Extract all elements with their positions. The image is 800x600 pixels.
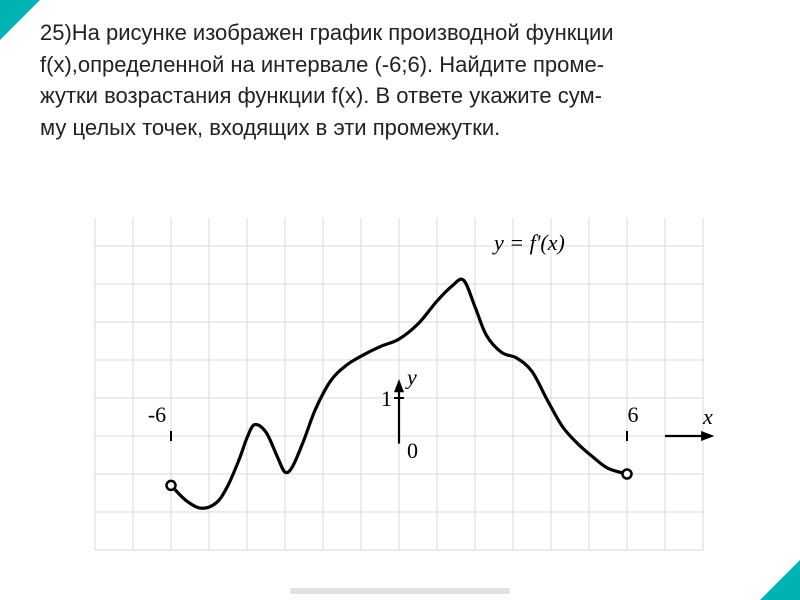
corner-bottom-right (760, 560, 800, 600)
problem-line-4: му целых точек, входящих в эти промежутк… (40, 113, 760, 143)
problem-line-3: жутки возрастания функции f(x). В ответе… (40, 81, 760, 111)
derivative-chart: y x 0 1 -6 6 y = f'(x) (65, 218, 735, 578)
svg-text:1: 1 (381, 386, 392, 411)
slide-footer-bar (290, 588, 510, 594)
problem-line-1: 25)На рисунке изображен график производн… (40, 18, 760, 48)
svg-text:y: y (405, 365, 417, 390)
svg-text:-6: -6 (148, 402, 166, 427)
chart-svg: y x 0 1 -6 6 y = f'(x) (65, 218, 735, 578)
svg-text:x: x (702, 404, 713, 429)
slide: 25)На рисунке изображен график производн… (0, 0, 800, 600)
svg-text:6: 6 (628, 402, 639, 427)
problem-line-2: f(x),определенной на интервале (-6;6). Н… (40, 50, 760, 80)
corner-top-left (0, 0, 40, 40)
problem-text: 25)На рисунке изображен график производн… (40, 18, 760, 145)
svg-text:y = f'(x): y = f'(x) (492, 230, 565, 255)
svg-text:0: 0 (407, 438, 418, 463)
